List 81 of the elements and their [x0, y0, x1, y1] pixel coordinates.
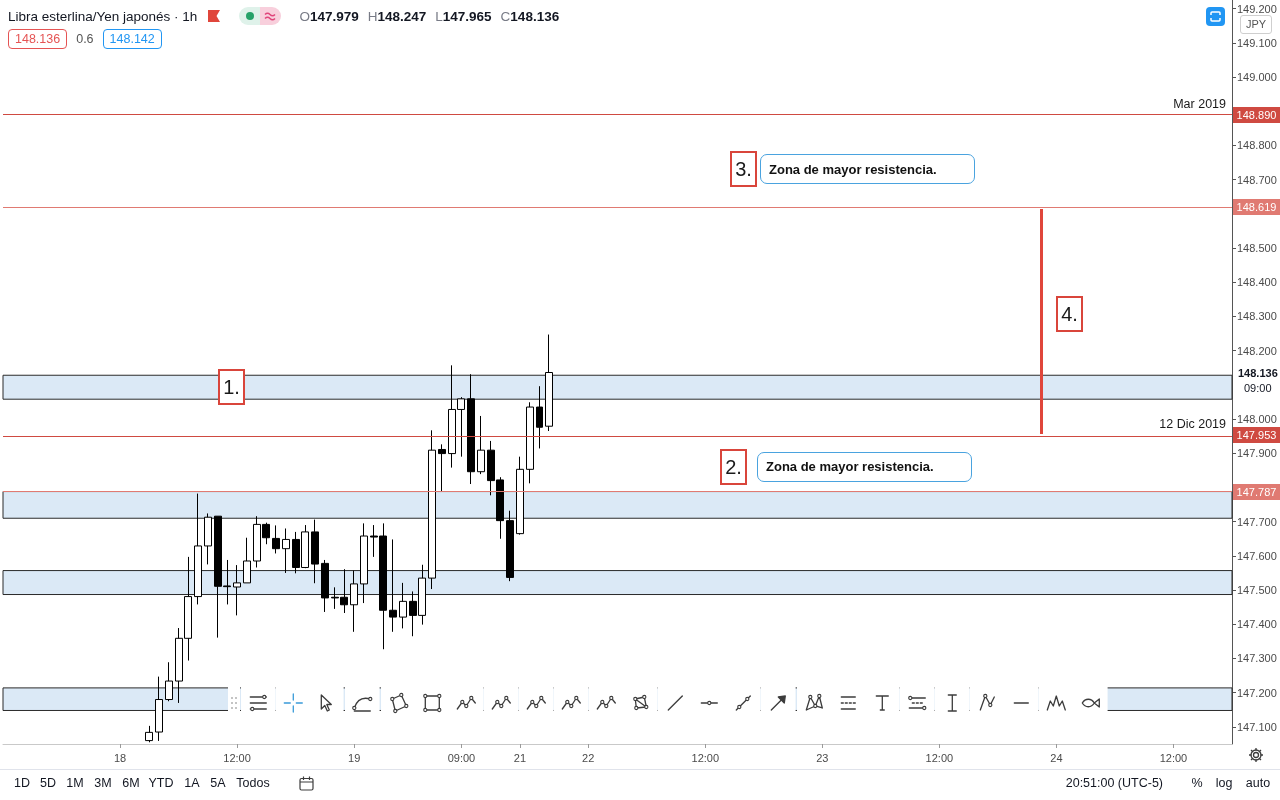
x-tick-label: 09:00	[447, 751, 476, 764]
y-tick-label: 147.200	[1237, 686, 1277, 699]
y-tick-label: 149.200	[1237, 2, 1277, 15]
candlestick	[389, 538, 397, 633]
y-tick-label: 148.500	[1237, 242, 1277, 254]
candlestick	[360, 522, 368, 604]
x-tick-label: 19	[348, 751, 361, 764]
x-tick-label: 23	[816, 751, 829, 764]
candlestick	[536, 385, 543, 449]
y-tick-label: 148.000	[1237, 413, 1277, 426]
y-tick-label: 147.300	[1237, 652, 1277, 665]
text: 1A	[184, 776, 200, 791]
text: %	[1191, 776, 1203, 791]
y-tick-label: 149.100	[1237, 36, 1277, 49]
x-tick-label: 12:00	[691, 751, 720, 764]
annotation: 148.142	[109, 32, 155, 46]
ref-line-label: 12 Dic 2019	[1159, 417, 1226, 433]
text: 1M	[66, 776, 84, 791]
text: 20:51:00 (UTC-5)	[1065, 776, 1163, 791]
text: 148.890	[1233, 106, 1280, 123]
candlestick	[399, 582, 407, 629]
candlestick	[526, 401, 534, 484]
y-tick-label: 147.600	[1237, 549, 1277, 562]
text: O147.979 H148.247 L147.965 C148.136	[299, 8, 560, 24]
text: 1D	[14, 776, 30, 791]
x-tick-label: 24	[1050, 751, 1063, 764]
candlestick	[506, 510, 514, 582]
text: 148.619	[1233, 199, 1280, 216]
candlestick	[243, 537, 251, 584]
text: YTD	[148, 776, 174, 791]
annotation: 0.6	[76, 32, 94, 46]
candlestick	[155, 676, 163, 742]
text: Todos	[236, 776, 270, 791]
annotation: Zona de mayor resistencia.	[766, 458, 934, 477]
candlestick	[545, 334, 553, 432]
candlestick	[477, 415, 485, 475]
y-tick-label: 147.100	[1237, 720, 1277, 733]
y-tick-label: 148.200	[1237, 344, 1277, 357]
x-tick-label: 12:00	[223, 751, 251, 764]
text: 147.953	[1233, 427, 1280, 444]
x-tick-label: 22	[582, 751, 595, 764]
candlestick	[282, 528, 290, 574]
candlestick	[350, 570, 358, 633]
text: Libra esterlina/Yen japonés · 1h	[8, 8, 198, 24]
text: 148.136	[1238, 365, 1278, 380]
text: auto	[1245, 776, 1271, 791]
annotation: 148.136	[15, 32, 61, 46]
x-tick-label: 21	[513, 751, 527, 764]
text: 5A	[210, 776, 226, 791]
candlestick	[516, 456, 524, 536]
y-tick-label: 148.700	[1237, 173, 1277, 186]
text: 3M	[94, 776, 112, 791]
candlestick	[272, 524, 280, 554]
annotation: Zona de mayor resistencia.	[769, 160, 937, 179]
y-tick-label: 147.500	[1237, 584, 1277, 597]
candlestick	[145, 725, 153, 743]
y-tick-label: 148.300	[1237, 310, 1277, 323]
y-tick-label: 149.000	[1237, 70, 1277, 83]
candlestick	[194, 493, 202, 605]
candlestick	[438, 443, 446, 493]
ref-line-label: Mar 2019	[1173, 96, 1226, 112]
text: 6M	[122, 776, 140, 791]
y-tick-label: 147.400	[1237, 618, 1277, 631]
candlestick	[204, 512, 212, 565]
candlestick	[428, 429, 436, 590]
y-tick-label: 147.900	[1237, 447, 1277, 460]
text: 147.787	[1233, 483, 1280, 500]
candlestick	[165, 661, 173, 702]
candlestick	[321, 559, 329, 613]
x-tick-label: 18	[113, 751, 127, 764]
x-tick-label: 12:00	[1159, 751, 1188, 764]
y-tick-label: 148.800	[1237, 139, 1277, 152]
candlestick	[233, 564, 241, 616]
text: 5D	[40, 776, 56, 791]
x-tick-label: 12:00	[925, 751, 954, 764]
y-tick-label: 148.400	[1237, 276, 1277, 289]
candlestick	[311, 519, 319, 584]
candlestick	[467, 373, 475, 485]
y-tick-label: 147.700	[1237, 515, 1277, 528]
text: log	[1215, 776, 1233, 791]
text: 09:00	[1244, 380, 1272, 395]
